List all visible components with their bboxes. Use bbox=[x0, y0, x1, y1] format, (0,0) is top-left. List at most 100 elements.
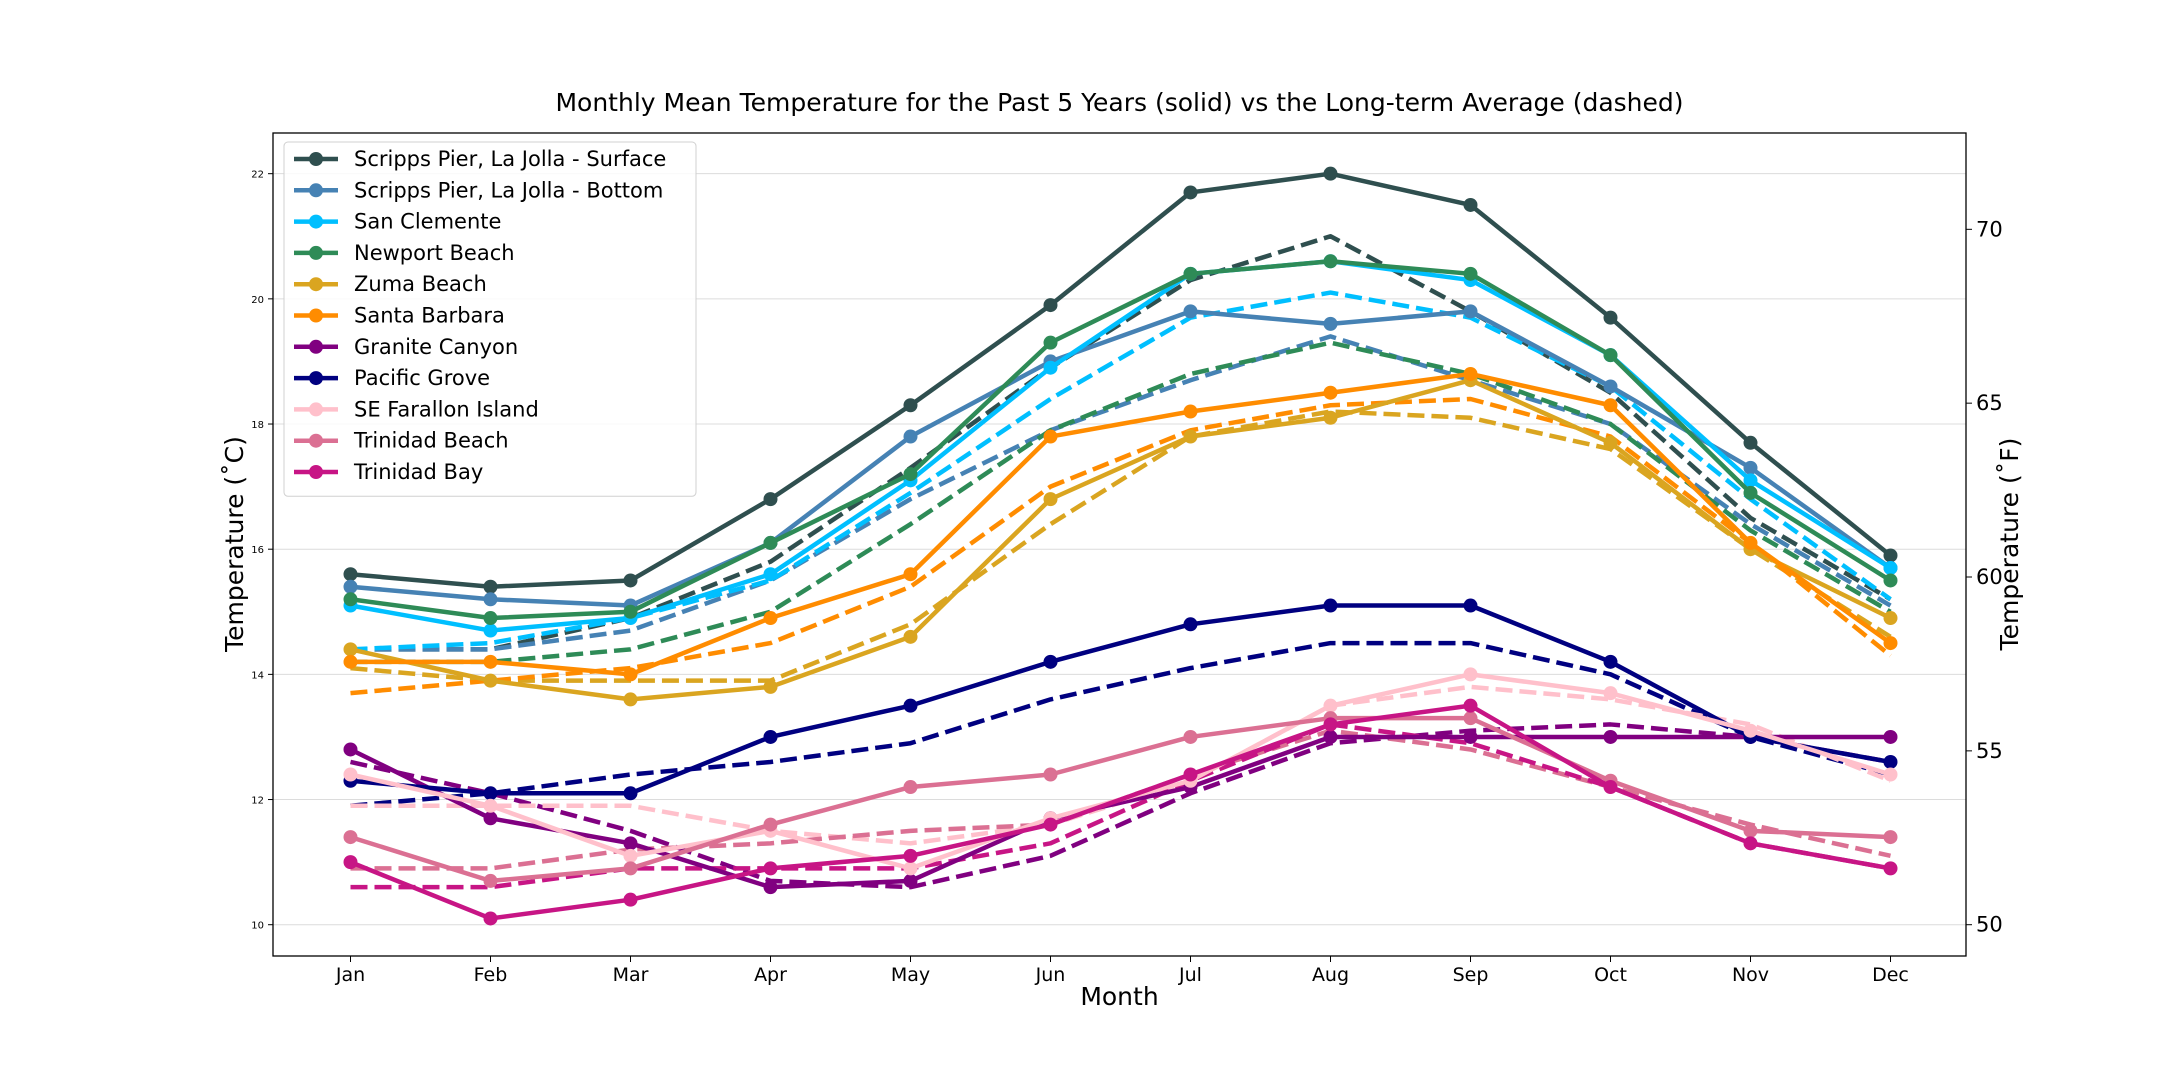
legend-swatch-marker bbox=[309, 339, 323, 354]
series-line bbox=[350, 603, 1891, 796]
data-point bbox=[763, 535, 778, 550]
average-line bbox=[350, 640, 1892, 809]
data-point bbox=[483, 592, 498, 607]
data-point bbox=[903, 467, 918, 482]
legend-box bbox=[283, 141, 697, 497]
data-point bbox=[1603, 686, 1618, 701]
data-point bbox=[1883, 767, 1898, 782]
legend-entry: Scripps Pier, La Jolla - Surface bbox=[354, 147, 666, 171]
plot-frame bbox=[272, 132, 1967, 957]
data-point bbox=[903, 698, 918, 713]
x-tick-label: Mar bbox=[613, 964, 649, 986]
data-point bbox=[1323, 166, 1338, 181]
legend-swatch-marker bbox=[309, 402, 323, 417]
x-tick-label: Oct bbox=[1594, 964, 1627, 986]
series-line bbox=[350, 377, 1892, 702]
data-point bbox=[1883, 729, 1898, 744]
data-point bbox=[1603, 398, 1618, 413]
legend-swatch-marker bbox=[309, 308, 323, 323]
data-point bbox=[903, 780, 918, 795]
data-point bbox=[903, 629, 918, 644]
data-point bbox=[1183, 404, 1198, 419]
data-point bbox=[1463, 197, 1478, 212]
x-tick-label: Aug bbox=[1312, 964, 1349, 986]
data-point bbox=[1043, 492, 1058, 507]
y-right-tick-label: 70 bbox=[1976, 217, 2003, 241]
chart-title: Monthly Mean Temperature for the Past 5 … bbox=[555, 88, 1683, 117]
data-point bbox=[343, 567, 358, 582]
data-point bbox=[903, 429, 918, 444]
y-right-tick-label: 55 bbox=[1976, 739, 2003, 763]
data-point bbox=[763, 567, 778, 582]
data-point bbox=[1043, 767, 1058, 782]
series-line bbox=[350, 371, 1892, 677]
data-point bbox=[1323, 316, 1338, 331]
legend-entry: San Clemente bbox=[354, 210, 501, 234]
data-point bbox=[1043, 654, 1058, 669]
data-point bbox=[1743, 485, 1758, 500]
data-point bbox=[1603, 780, 1618, 795]
average-line bbox=[350, 396, 1892, 696]
data-point bbox=[1183, 729, 1198, 744]
data-point bbox=[763, 492, 778, 507]
x-tick-label: Apr bbox=[754, 964, 787, 986]
data-point bbox=[1883, 560, 1898, 575]
data-point bbox=[763, 861, 778, 876]
x-tick-label: Sep bbox=[1453, 964, 1489, 986]
average-line bbox=[350, 290, 1892, 652]
series-layer bbox=[343, 166, 1898, 926]
data-point bbox=[1043, 335, 1058, 350]
data-point bbox=[1603, 654, 1618, 669]
data-point bbox=[1323, 598, 1338, 613]
data-point bbox=[1323, 729, 1338, 744]
y-tick-label: 18 bbox=[251, 420, 264, 431]
data-point bbox=[483, 579, 498, 594]
data-point bbox=[1463, 366, 1478, 381]
data-point bbox=[763, 679, 778, 694]
data-point bbox=[623, 848, 638, 863]
y-tick-label: 12 bbox=[251, 796, 264, 807]
legend-swatch-marker bbox=[309, 214, 323, 229]
data-point bbox=[1743, 460, 1758, 475]
y-axis-left: 10 12 14 16 18 20 22 bbox=[251, 170, 273, 932]
data-point bbox=[1323, 385, 1338, 400]
series-line bbox=[350, 171, 1892, 589]
x-axis: Jan Feb Mar Apr May Jun Jul Aug Sep Oct Nov Dec bbox=[335, 956, 1909, 986]
legend-swatch-marker bbox=[309, 277, 323, 292]
y-tick-label: 16 bbox=[251, 545, 264, 556]
data-point bbox=[483, 873, 498, 888]
data-point bbox=[483, 811, 498, 826]
data-point bbox=[763, 880, 778, 895]
data-point bbox=[1043, 429, 1058, 444]
data-point bbox=[1603, 379, 1618, 394]
data-point bbox=[1603, 310, 1618, 325]
legend-entry: SE Farallon Island bbox=[354, 397, 539, 421]
data-point bbox=[1743, 435, 1758, 450]
average-line bbox=[350, 334, 1892, 652]
data-point bbox=[1743, 836, 1758, 851]
x-axis-label: Month bbox=[1080, 982, 1158, 1011]
y-tick-label: 22 bbox=[251, 170, 264, 181]
data-point bbox=[1603, 729, 1618, 744]
data-point bbox=[343, 579, 358, 594]
data-point bbox=[903, 567, 918, 582]
x-tick-label: Feb bbox=[474, 964, 508, 986]
data-point bbox=[1743, 473, 1758, 488]
data-point bbox=[903, 861, 918, 876]
data-point bbox=[1323, 698, 1338, 713]
y-tick-label: 20 bbox=[251, 295, 264, 306]
x-tick-label: Jun bbox=[1035, 964, 1066, 986]
data-point bbox=[623, 861, 638, 876]
series-line bbox=[350, 309, 1892, 608]
x-tick-label: Nov bbox=[1732, 964, 1769, 986]
data-point bbox=[623, 836, 638, 851]
x-tick-label: May bbox=[891, 964, 930, 986]
data-point bbox=[1883, 754, 1898, 769]
data-point bbox=[1883, 636, 1898, 651]
data-point bbox=[343, 592, 358, 607]
data-point bbox=[483, 673, 498, 688]
series-line bbox=[349, 703, 1891, 921]
legend-entry: Trinidad Beach bbox=[353, 429, 509, 453]
x-tick-label: Jul bbox=[1178, 964, 1202, 986]
legend-swatch-marker bbox=[309, 433, 323, 448]
